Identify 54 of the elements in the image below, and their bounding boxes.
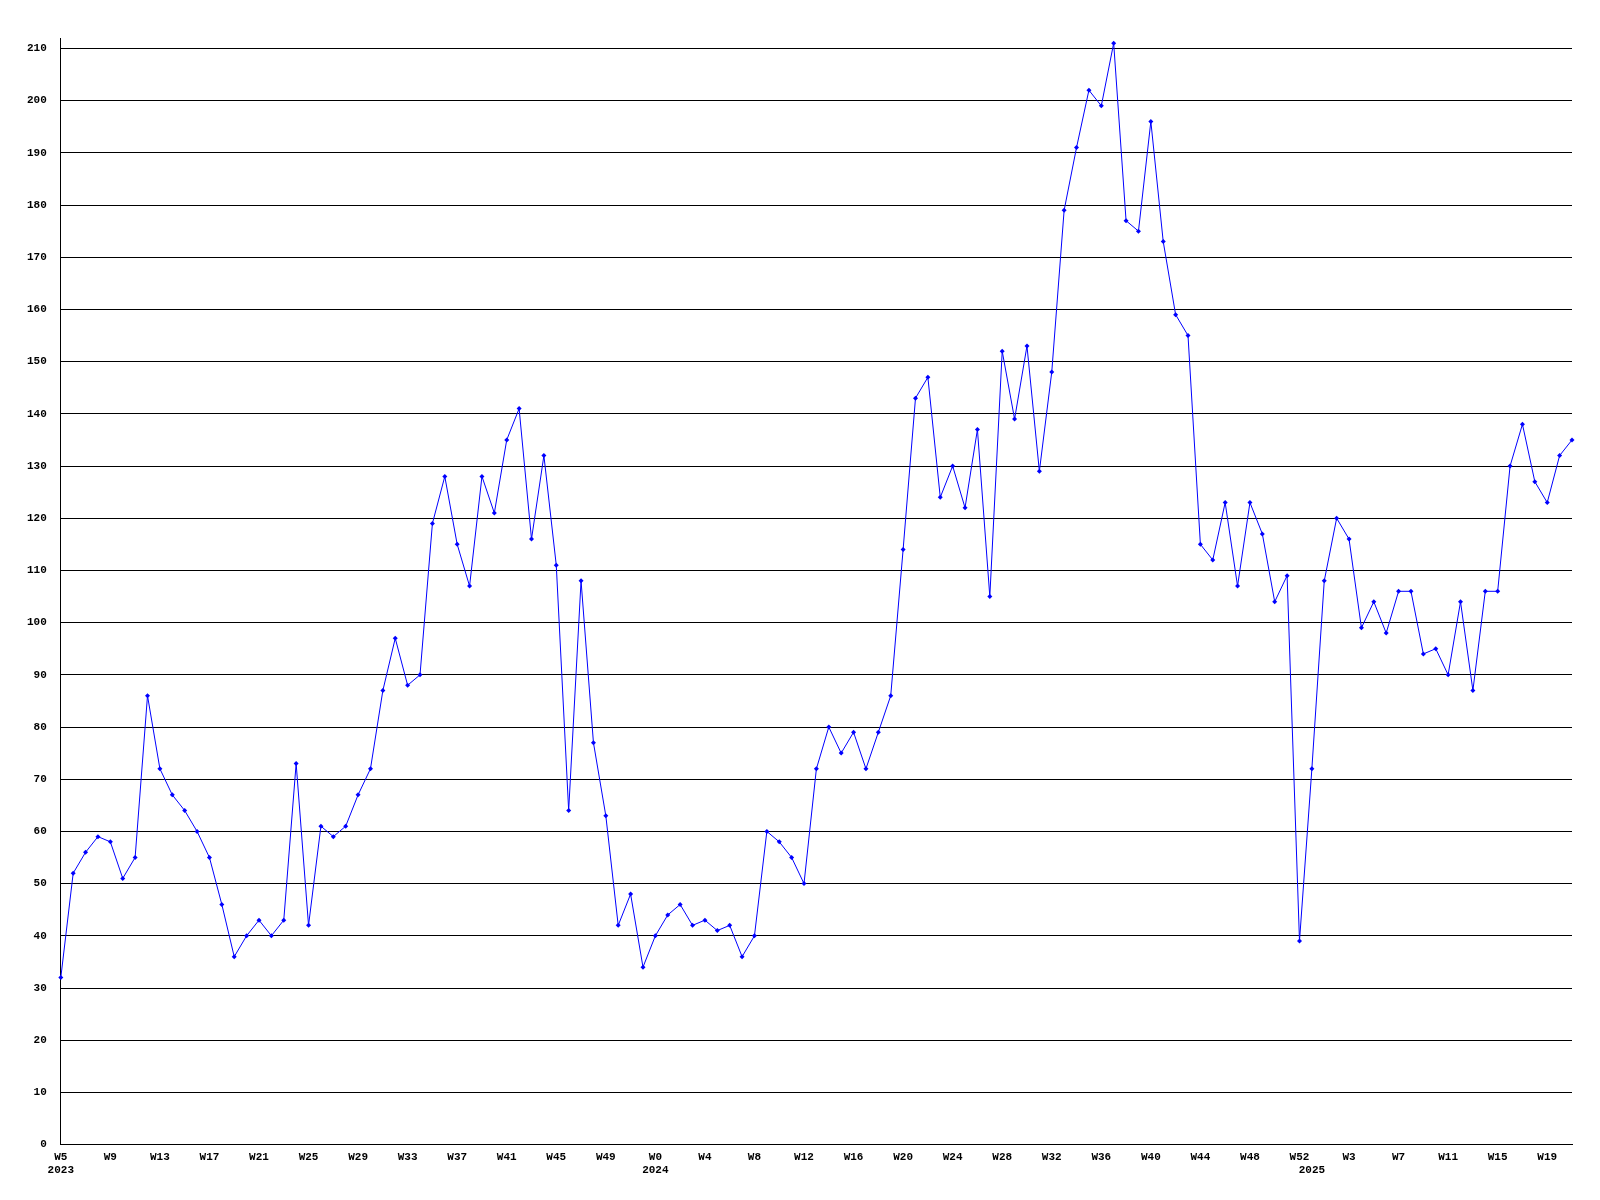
x-tick-label: W21 bbox=[249, 1150, 270, 1163]
x-tick-label: W17 bbox=[199, 1150, 220, 1163]
x-tick-label: W32 bbox=[1041, 1150, 1062, 1163]
x-tick-label: W15 bbox=[1487, 1150, 1508, 1163]
x-tick-label: W29 bbox=[348, 1150, 368, 1163]
x-tick-label: 2025 bbox=[1298, 1164, 1326, 1177]
x-tick-label: W11 bbox=[1438, 1150, 1459, 1163]
x-tick-label: W28 bbox=[992, 1150, 1013, 1163]
x-tick-label: W5 2023 bbox=[47, 1150, 75, 1177]
y-tick-label: 80 bbox=[33, 720, 47, 733]
y-tick-label: 180 bbox=[26, 198, 47, 211]
y-tick-label: 100 bbox=[26, 616, 47, 629]
y-tick-label: 110 bbox=[26, 564, 47, 577]
x-tick-label: W3 bbox=[1342, 1150, 1357, 1163]
y-tick-label: 30 bbox=[33, 981, 47, 994]
x-tick-label: W36 bbox=[1091, 1150, 1112, 1163]
y-tick-label: 60 bbox=[33, 825, 47, 838]
x-tick-label: W24 bbox=[942, 1150, 963, 1163]
x-tick-label: W44 bbox=[1190, 1150, 1211, 1163]
y-tick-label: 90 bbox=[33, 668, 47, 681]
x-tick-label: W52 bbox=[1289, 1150, 1310, 1163]
y-tick-label: 40 bbox=[33, 929, 47, 942]
x-tick-label: W40 bbox=[1140, 1150, 1161, 1163]
x-tick-label: W12 bbox=[794, 1150, 814, 1163]
x-tick-label: W49 bbox=[595, 1150, 616, 1163]
y-tick-label: 190 bbox=[26, 146, 47, 159]
x-tick-label: W25 bbox=[298, 1150, 319, 1163]
x-tick-label: W7 bbox=[1391, 1150, 1406, 1163]
x-tick-label: W13 bbox=[149, 1150, 171, 1163]
y-tick-label: 50 bbox=[33, 877, 47, 890]
x-tick-label: W16 bbox=[843, 1150, 864, 1163]
y-tick-label: 20 bbox=[33, 1033, 47, 1046]
y-tick-label: 10 bbox=[33, 1086, 47, 1099]
x-tick-label: W48 bbox=[1240, 1150, 1261, 1163]
y-tick-label: 70 bbox=[33, 772, 47, 785]
x-tick-label: W33 bbox=[397, 1150, 418, 1163]
x-tick-label: W8 bbox=[747, 1150, 762, 1163]
y-tick-label: 200 bbox=[26, 94, 47, 107]
y-tick-label: 150 bbox=[26, 355, 47, 368]
y-tick-label: 140 bbox=[26, 407, 47, 420]
x-tick-label: W41 bbox=[496, 1150, 518, 1163]
x-tick-label: W45 bbox=[546, 1150, 567, 1163]
y-tick-label: 120 bbox=[26, 511, 47, 524]
y-tick-label: 130 bbox=[26, 459, 47, 472]
y-tick-label: 210 bbox=[26, 42, 47, 55]
y-tick-label: 170 bbox=[26, 251, 47, 263]
x-tick-label: W20 bbox=[893, 1150, 914, 1163]
x-tick-label: W0 2024 bbox=[642, 1150, 669, 1177]
x-tick-label: W4 bbox=[698, 1150, 712, 1163]
x-tick-label: W9 bbox=[103, 1150, 117, 1163]
y-tick-label: 160 bbox=[26, 303, 47, 316]
x-tick-label: W37 bbox=[447, 1150, 468, 1163]
y-tick-label: 0 bbox=[40, 1138, 47, 1151]
x-tick-label: W19 bbox=[1537, 1150, 1558, 1163]
